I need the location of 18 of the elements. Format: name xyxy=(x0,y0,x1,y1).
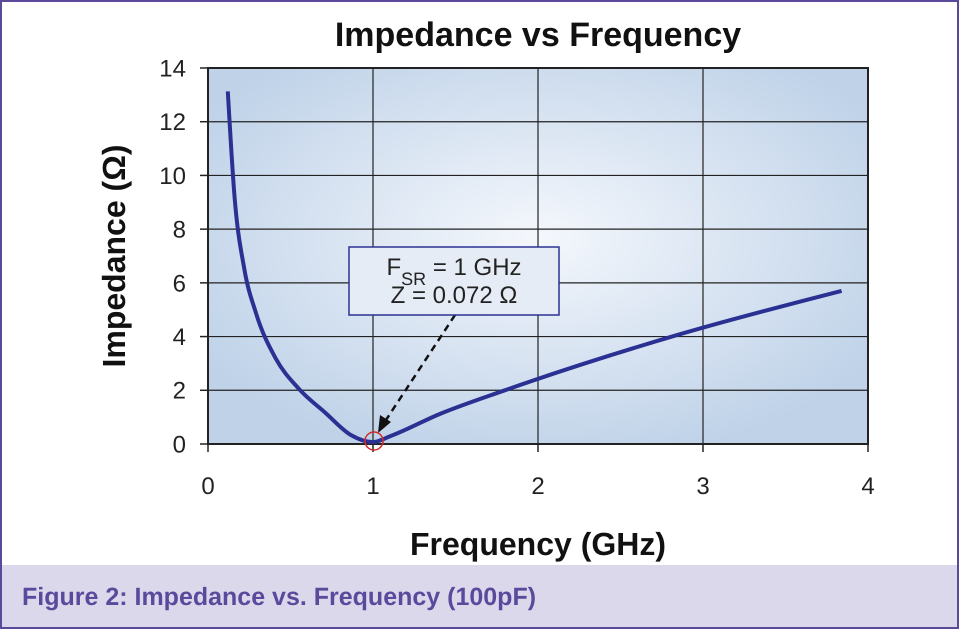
y-tick-label: 10 xyxy=(159,162,186,190)
y-tick-label: 2 xyxy=(172,378,186,405)
x-tick-label: 1 xyxy=(366,473,380,500)
x-tick-label: 2 xyxy=(531,473,545,500)
y-tick-label: 0 xyxy=(172,431,186,458)
x-tick-label: 4 xyxy=(861,473,875,500)
y-axis-title: Impedance (Ω) xyxy=(96,144,132,368)
x-tick-label: 3 xyxy=(696,473,710,500)
x-axis-title: Frequency (GHz) xyxy=(410,526,666,562)
annotation: F$_{SR}$ = 1 GHz Z = 0.072 Ω xyxy=(386,254,522,309)
y-tick-label: 14 xyxy=(159,55,186,82)
y-tick-label: 8 xyxy=(172,216,186,244)
caption: Figure 2: Impedance vs. Frequency (100pF) xyxy=(22,583,536,611)
y-tick-label: 12 xyxy=(159,109,186,136)
y-tick-label: 6 xyxy=(172,270,186,298)
x-tick-label: 0 xyxy=(201,473,215,500)
chart-title: Impedance vs Frequency xyxy=(334,16,742,54)
y-tick-label: 4 xyxy=(172,324,186,351)
